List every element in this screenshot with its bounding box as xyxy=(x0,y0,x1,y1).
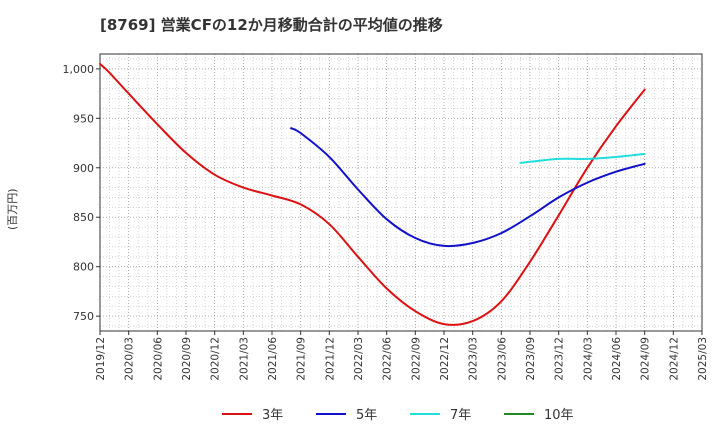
x-tick-label: 2024/03 xyxy=(582,337,594,381)
y-tick-label: 1,000 xyxy=(63,63,95,76)
series-line-2 xyxy=(290,127,646,248)
x-tick-label: 2020/03 xyxy=(124,337,136,381)
x-tick-label: 2023/09 xyxy=(525,337,537,381)
x-tick-label: 2022/03 xyxy=(353,337,365,381)
x-tick-label: 2021/09 xyxy=(296,337,308,381)
x-tick-label: 2022/06 xyxy=(382,337,394,381)
series-line-3 xyxy=(519,152,646,164)
y-tick-label: 850 xyxy=(73,211,94,224)
legend-label-1: 3年 xyxy=(262,408,283,423)
x-tick-label: 2023/12 xyxy=(554,337,566,381)
y-tick-label: 800 xyxy=(73,261,94,274)
x-tick-label: 2023/06 xyxy=(496,337,508,381)
series-line-1 xyxy=(99,62,646,326)
x-tick-label: 2020/06 xyxy=(152,337,164,381)
x-tick-label: 2019/12 xyxy=(95,337,107,381)
x-tick-label: 2025/03 xyxy=(697,337,709,381)
plot-border xyxy=(99,53,703,332)
y-tick-label: 900 xyxy=(73,162,94,175)
x-tick-label: 2021/12 xyxy=(324,337,336,381)
legend-label-3: 7年 xyxy=(450,408,471,423)
x-tick-label: 2022/12 xyxy=(439,337,451,381)
x-tick-label: 2024/09 xyxy=(640,337,652,381)
legend-label-4: 10年 xyxy=(544,408,574,423)
x-tick-label: 2024/12 xyxy=(668,337,680,381)
legend-label-2: 5年 xyxy=(356,408,377,423)
y-tick-label: 950 xyxy=(73,112,94,125)
y-tick-label: 750 xyxy=(73,310,94,323)
x-tick-label: 2022/09 xyxy=(410,337,422,381)
x-tick-label: 2021/03 xyxy=(238,337,250,381)
x-tick-label: 2023/03 xyxy=(468,337,480,381)
x-tick-label: 2024/06 xyxy=(611,337,623,381)
x-tick-label: 2020/09 xyxy=(181,337,193,381)
plot-area xyxy=(100,54,702,331)
chart-title: [8769] 営業CFの12か月移動合計の平均値の推移 xyxy=(100,16,443,34)
x-tick-label: 2020/12 xyxy=(210,337,222,381)
x-tick-label: 2021/06 xyxy=(267,337,279,381)
